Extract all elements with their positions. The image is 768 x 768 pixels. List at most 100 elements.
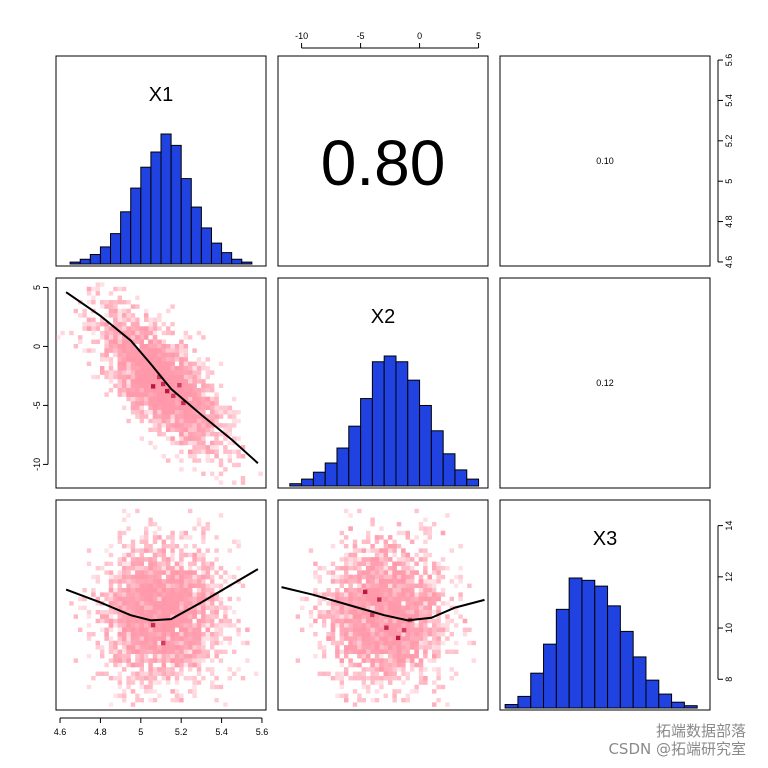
density-cell bbox=[144, 627, 149, 632]
density-cell bbox=[170, 405, 175, 410]
density-cell bbox=[122, 383, 127, 388]
hist-bar-X1-13 bbox=[200, 227, 212, 265]
density-cell bbox=[196, 627, 202, 632]
density-cell bbox=[183, 601, 188, 606]
density-cell bbox=[113, 693, 118, 698]
density-cell bbox=[139, 614, 144, 619]
density-cell bbox=[161, 605, 166, 610]
density-cell bbox=[122, 344, 127, 349]
density-cell bbox=[117, 339, 122, 344]
density-cell bbox=[86, 561, 92, 566]
density-cell bbox=[205, 366, 210, 371]
density-cell bbox=[144, 374, 149, 380]
density-cell bbox=[188, 610, 193, 615]
density-cell bbox=[126, 383, 131, 388]
density-cell bbox=[192, 645, 197, 650]
density-cell bbox=[130, 640, 136, 646]
density-cell bbox=[170, 401, 175, 406]
density-cell bbox=[183, 605, 188, 610]
density-cell bbox=[170, 689, 175, 694]
density-cell bbox=[166, 632, 171, 637]
density-cell bbox=[192, 458, 197, 463]
density-cell bbox=[108, 339, 114, 344]
density-cell bbox=[144, 544, 149, 549]
density-cell bbox=[157, 636, 162, 641]
density-cell bbox=[144, 618, 149, 624]
density-cell bbox=[218, 414, 224, 419]
density-cell bbox=[161, 414, 166, 419]
density-cell bbox=[113, 308, 118, 314]
density-cell bbox=[144, 548, 149, 553]
density-cell bbox=[196, 396, 202, 402]
density-cell bbox=[104, 614, 109, 619]
density-cell bbox=[122, 405, 127, 410]
density-cell bbox=[201, 566, 206, 571]
density-cell bbox=[330, 592, 336, 597]
density-cell bbox=[117, 295, 122, 300]
density-cell bbox=[196, 605, 202, 610]
density-cell bbox=[117, 392, 122, 397]
density-cell bbox=[205, 627, 210, 632]
density-cell bbox=[218, 583, 224, 588]
density-cell bbox=[161, 344, 166, 349]
density-cell bbox=[157, 640, 162, 646]
density-cell bbox=[130, 357, 136, 362]
density-cell bbox=[126, 592, 131, 597]
density-cell bbox=[130, 552, 136, 558]
density-cell bbox=[196, 418, 202, 424]
density-cell bbox=[148, 676, 153, 681]
density-cell bbox=[126, 566, 131, 571]
density-cell bbox=[126, 388, 131, 393]
density-cell bbox=[139, 414, 144, 419]
density-cell bbox=[449, 632, 454, 637]
density-cell bbox=[223, 410, 228, 415]
density-cell bbox=[144, 645, 149, 650]
density-cell bbox=[210, 596, 215, 602]
density-cell bbox=[179, 570, 184, 575]
density-cell bbox=[174, 344, 180, 349]
density-cell bbox=[130, 335, 136, 340]
density-cell bbox=[157, 348, 162, 353]
density-cell bbox=[174, 640, 180, 646]
density-cell bbox=[108, 361, 114, 366]
density-cell bbox=[201, 471, 206, 476]
density-cell bbox=[135, 649, 140, 654]
density-cell bbox=[130, 366, 136, 371]
density-cell bbox=[240, 480, 246, 485]
density-cell bbox=[139, 388, 144, 393]
density-cell bbox=[157, 566, 162, 571]
density-cell bbox=[174, 592, 180, 597]
density-cell bbox=[135, 366, 140, 371]
density-cell bbox=[232, 574, 237, 580]
density-cell bbox=[139, 667, 144, 672]
density-cell bbox=[135, 339, 140, 344]
density-cell bbox=[179, 552, 184, 558]
density-cell bbox=[240, 640, 246, 646]
density-cell bbox=[122, 698, 127, 703]
density-cell bbox=[113, 640, 118, 646]
density-cell bbox=[157, 667, 162, 672]
density-cell bbox=[126, 680, 131, 685]
density-cell bbox=[117, 392, 122, 397]
density-cell bbox=[179, 405, 184, 410]
density-cell bbox=[218, 458, 224, 463]
density-cell bbox=[196, 548, 202, 553]
density-cell bbox=[148, 322, 153, 327]
density-cell bbox=[174, 632, 180, 637]
density-cell bbox=[166, 374, 171, 380]
density-cell bbox=[152, 654, 158, 659]
density-cell bbox=[157, 610, 162, 615]
density-cell bbox=[196, 645, 202, 650]
density-cell bbox=[86, 326, 92, 331]
density-cell bbox=[240, 476, 246, 481]
density-cell bbox=[161, 361, 166, 366]
density-cell bbox=[205, 445, 210, 450]
density-cell bbox=[166, 596, 171, 602]
density-cell bbox=[122, 317, 127, 322]
density-cell bbox=[236, 449, 241, 454]
density-cell bbox=[130, 649, 136, 654]
density-cell bbox=[196, 640, 202, 646]
density-cell bbox=[148, 357, 153, 362]
density-cell bbox=[113, 588, 118, 593]
density-cell bbox=[170, 410, 175, 415]
